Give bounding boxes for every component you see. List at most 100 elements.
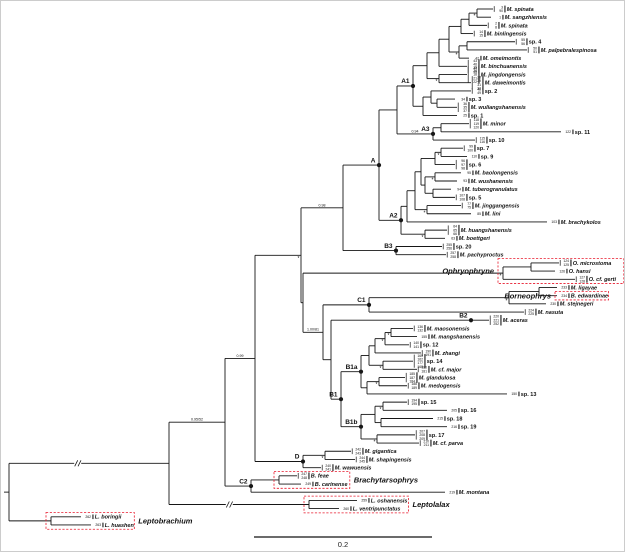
support-value: 1.00/81 (307, 328, 319, 332)
specimen-number: 85 (477, 212, 481, 216)
specimen-number: 258 (450, 255, 456, 259)
taxon-label: M. jingdongensis (481, 72, 526, 78)
taxon-label: sp. 20 (456, 244, 472, 250)
specimen-number: 118 (474, 118, 480, 122)
taxon-bar (486, 136, 488, 144)
specimen-number: 188 (411, 382, 417, 386)
specimen-number: 128 (579, 279, 585, 283)
specimen-number: 257 (450, 251, 456, 255)
taxon-bar (366, 456, 368, 463)
node-dot (430, 131, 436, 136)
taxon-label: O. cf. gerti (589, 277, 617, 283)
taxon-label: sp. 1 (471, 113, 484, 119)
support-value: 0.98 (319, 203, 326, 207)
specimen-number: 55 (521, 38, 525, 42)
support-value: * (380, 407, 382, 413)
taxon-label: M. binchuanensis (481, 64, 527, 70)
taxon-label: sp. 15 (421, 400, 437, 406)
specimen-number: 150 (511, 392, 517, 396)
break-mark (229, 501, 233, 508)
specimen-number: 219 (449, 490, 455, 494)
specimen-number: 119 (474, 122, 480, 126)
specimen-number: 20 (473, 69, 477, 73)
specimen-number: 140 (413, 341, 419, 345)
node-dot (376, 163, 382, 168)
taxon-bar (456, 489, 458, 495)
specimen-number: 216 (451, 425, 457, 429)
specimen-number: 77 (467, 202, 471, 206)
taxon-label: O. microstoma (573, 261, 612, 267)
specimen-number: 248 (301, 476, 307, 480)
specimen-number: 31 (477, 83, 481, 87)
specimen-number: 221 (493, 318, 499, 322)
taxon-label: M. ligayae (571, 285, 597, 291)
taxon-bar (474, 144, 476, 152)
clade-letter: C1 (357, 297, 366, 304)
specimen-number: 180 (421, 366, 427, 370)
specimen-number: 125 (563, 263, 569, 267)
support-value: * (474, 14, 476, 20)
support-value: * (382, 339, 384, 345)
taxon-bar (504, 5, 506, 13)
specimen-number: 63 (451, 237, 455, 241)
specimen-number: 132 (417, 328, 423, 332)
support-value: 0.95/52 (191, 418, 203, 422)
support-value: * (424, 210, 426, 216)
specimen-number: 46 (473, 63, 477, 67)
taxon-label: M. sangzhiensis (505, 15, 547, 21)
specimen-number: 19 (473, 65, 477, 69)
support-value: * (374, 440, 376, 446)
specimen-number: 194 (411, 398, 417, 402)
clade-letter: B2 (459, 312, 468, 319)
scale-bar-label: 0.2 (337, 540, 349, 549)
specimen-number: 259 (361, 499, 367, 503)
specimen-number: 160 (417, 354, 423, 358)
taxon-label: M. baolongensis (475, 171, 518, 177)
specimen-number: 141 (413, 345, 419, 349)
node-dot (398, 218, 404, 223)
support-value: * (506, 298, 508, 304)
specimen-number: 242 (355, 448, 361, 452)
node-dot (393, 248, 399, 253)
specimen-number: 8 (495, 25, 497, 29)
node-dot (366, 302, 372, 307)
specimen-number: 65 (453, 228, 457, 232)
taxon-label: M. wuliangshanensis (471, 105, 526, 111)
specimen-number: 240 (325, 464, 331, 468)
specimen-number: 29 (477, 79, 481, 83)
genus-label: Ophryophryne (442, 267, 494, 276)
taxon-bar (468, 113, 470, 118)
specimen-number: 110 (472, 155, 478, 159)
taxon-bar (472, 170, 474, 176)
node-dot (358, 369, 364, 374)
taxon-bar (535, 308, 537, 316)
specimen-number: 255 (446, 243, 452, 247)
specimen-number: 116 (480, 140, 486, 144)
taxon-label: M. zhangi (435, 351, 461, 357)
specimen-number: 124 (563, 259, 569, 263)
taxon-bar (457, 251, 459, 259)
taxon-bar (586, 275, 588, 283)
taxon-bar (518, 391, 520, 397)
specimen-number: 37 (463, 109, 467, 113)
taxon-bar (472, 202, 474, 209)
taxon-bar (502, 14, 504, 20)
taxon-label: L. boringii (95, 515, 122, 521)
taxon-label: M. jinggangensis (475, 203, 520, 209)
taxon-bar (498, 21, 500, 29)
taxon-bar (466, 159, 468, 170)
specimen-number: 244 (359, 456, 365, 460)
specimen-number: 225 (528, 312, 534, 316)
genus-label: Borneophrys (504, 291, 551, 300)
specimen-number: 90 (499, 9, 503, 13)
specimen-number: 249 (305, 482, 311, 486)
specimen-number: 34 (461, 97, 465, 101)
taxon-bar (458, 224, 460, 236)
taxon-label: B. feae (311, 474, 329, 480)
taxon-bar (482, 211, 484, 217)
taxon-bar (368, 498, 370, 503)
taxon-label: M. mangshanensis (431, 335, 480, 341)
specimen-number: 185 (409, 372, 415, 376)
